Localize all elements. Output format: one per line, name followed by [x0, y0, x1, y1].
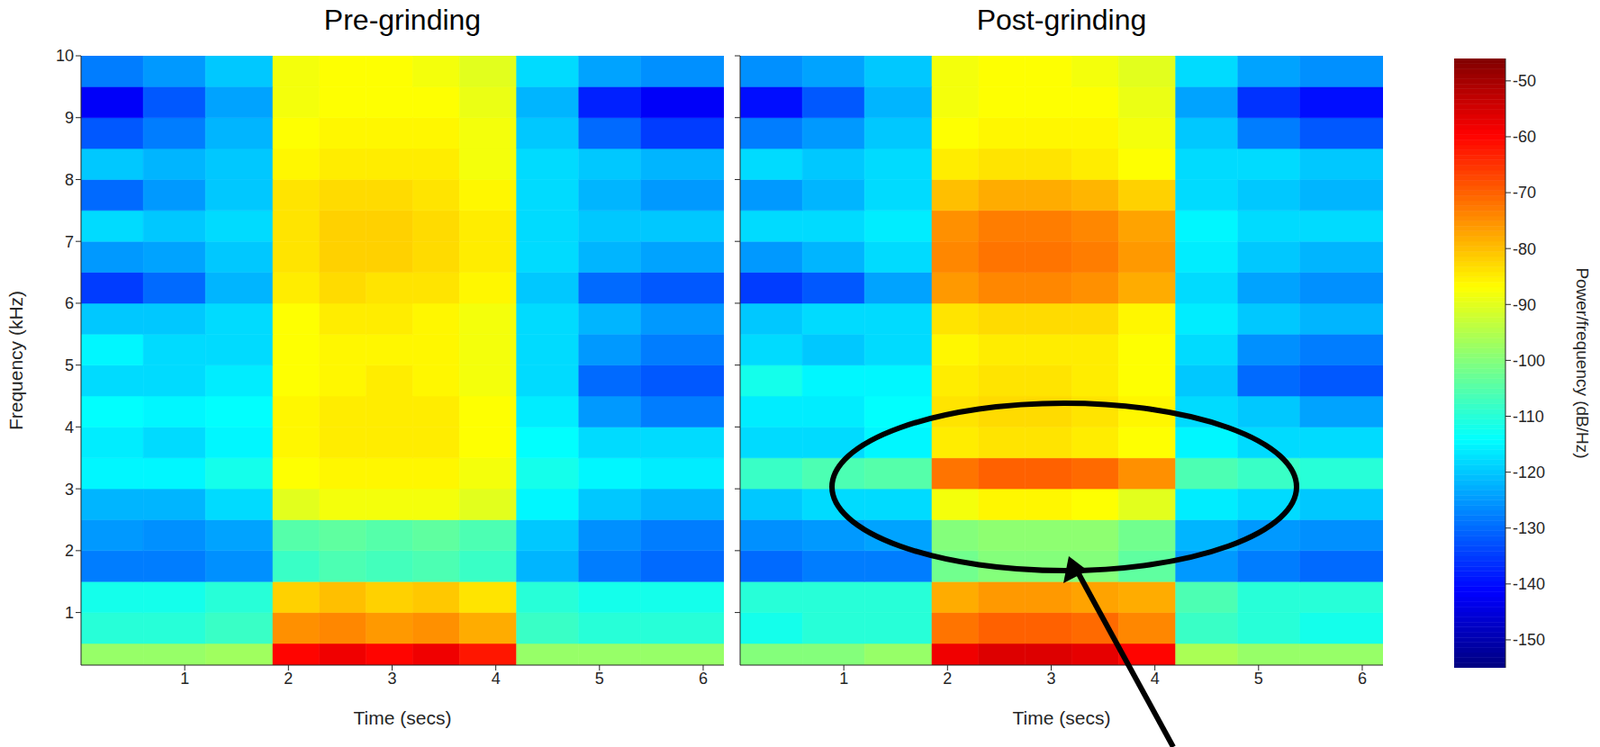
svg-text:2: 2 — [64, 542, 74, 561]
svg-text:-80: -80 — [1512, 240, 1537, 259]
svg-text:4: 4 — [1150, 669, 1160, 688]
svg-text:1: 1 — [64, 604, 74, 623]
svg-text:7: 7 — [64, 233, 74, 252]
svg-text:-150: -150 — [1512, 631, 1546, 650]
svg-text:4: 4 — [64, 418, 74, 437]
svg-text:2: 2 — [283, 669, 293, 688]
svg-text:6: 6 — [698, 669, 708, 688]
svg-text:10: 10 — [55, 46, 74, 65]
svg-text:-110: -110 — [1512, 407, 1545, 426]
svg-text:5: 5 — [1254, 669, 1264, 688]
svg-text:3: 3 — [64, 480, 74, 499]
svg-text:5: 5 — [64, 356, 74, 375]
svg-text:Power/frequency (dB/Hz): Power/frequency (dB/Hz) — [1572, 267, 1592, 459]
svg-text:8: 8 — [64, 171, 74, 190]
svg-text:5: 5 — [595, 669, 605, 688]
svg-text:6: 6 — [1357, 669, 1367, 688]
svg-text:1: 1 — [839, 669, 849, 688]
svg-text:Time (secs): Time (secs) — [1012, 707, 1112, 729]
svg-text:-140: -140 — [1512, 575, 1546, 594]
svg-text:-70: -70 — [1512, 183, 1537, 202]
html-text:Pre-grinding: Pre-grinding — [323, 3, 481, 37]
svg-text:-60: -60 — [1512, 127, 1537, 146]
svg-text:-50: -50 — [1512, 72, 1537, 91]
svg-text:2: 2 — [942, 669, 952, 688]
svg-text:9: 9 — [64, 108, 74, 127]
svg-text:Time (secs): Time (secs) — [353, 707, 452, 729]
svg-text:1: 1 — [180, 669, 190, 688]
svg-text:-120: -120 — [1512, 463, 1546, 482]
svg-text:4: 4 — [491, 669, 501, 688]
svg-text:-130: -130 — [1512, 519, 1546, 538]
svg-text:3: 3 — [1046, 669, 1056, 688]
svg-text:-90: -90 — [1512, 296, 1537, 315]
svg-text:-100: -100 — [1512, 352, 1546, 371]
svg-text:3: 3 — [387, 669, 397, 688]
html-text:Post-grinding: Post-grinding — [976, 3, 1147, 37]
svg-text:Frequency (kHz): Frequency (kHz) — [5, 290, 27, 431]
svg-text:6: 6 — [64, 294, 74, 313]
